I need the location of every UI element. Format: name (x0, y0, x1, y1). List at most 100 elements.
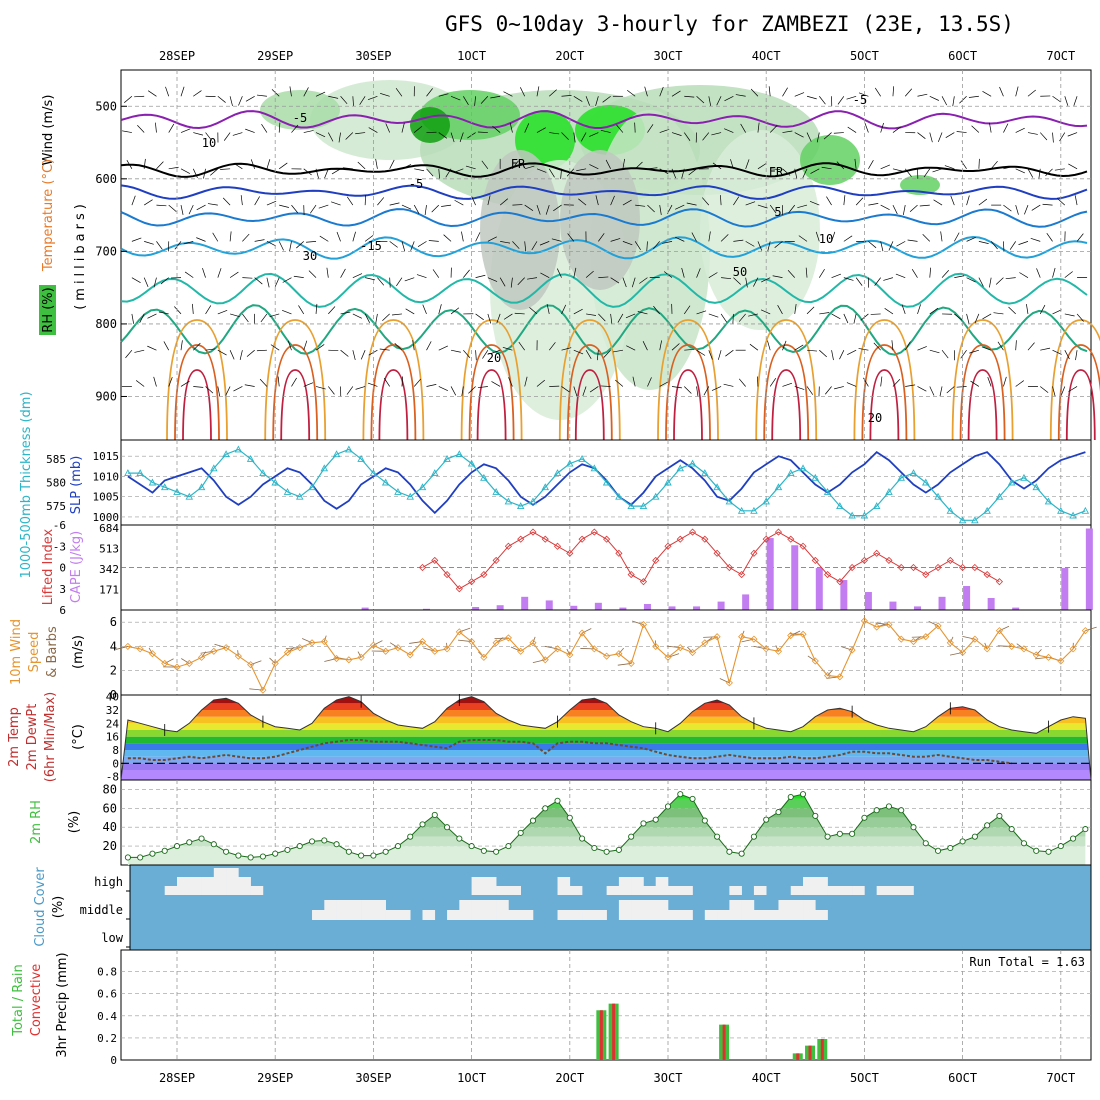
li-point (529, 528, 537, 536)
thickness-point (492, 488, 500, 495)
wind-barb (939, 386, 943, 397)
cloud-middle (422, 910, 436, 920)
wind-barb (422, 304, 427, 315)
wind-barb (843, 313, 849, 324)
wind-barb (671, 132, 682, 136)
rh-point (370, 852, 377, 859)
wind-barb (158, 311, 169, 315)
cape-grid (121, 525, 1091, 610)
wind10-barb (357, 651, 362, 658)
bl-contour (370, 344, 417, 441)
wind-barb (289, 86, 292, 97)
rh-point (137, 854, 144, 861)
wind-barb (222, 197, 231, 206)
wind-barb (956, 131, 967, 133)
cloud-middle (373, 900, 386, 920)
wind-barb (819, 349, 827, 358)
wind-barb (723, 383, 734, 387)
wind10-barb (510, 646, 521, 652)
wind-barb (634, 161, 643, 170)
thickness-tick: 580 (46, 477, 66, 490)
wind-barb (432, 269, 440, 278)
wind-barb (196, 204, 206, 211)
wind-barb (352, 313, 362, 319)
wind-barb (246, 349, 255, 357)
bl-contour (657, 319, 719, 441)
bl-contour (1057, 344, 1100, 441)
thickness-point (283, 488, 292, 495)
wind-barb (278, 122, 281, 133)
thickness-point (160, 483, 169, 491)
wind-barb (769, 204, 777, 214)
upper-contour-labels: -5 -5 -5 5 10 -15 20 20 FR FR 10 30 50 (202, 93, 882, 425)
wind-barb (217, 349, 227, 356)
wind-barb (188, 204, 194, 215)
wind-barb (1015, 340, 1017, 351)
cloud-level-label: middle (80, 903, 123, 917)
cloud-middle (704, 910, 718, 920)
cloud-high (569, 886, 583, 895)
contour-label: 50 (733, 265, 747, 279)
bottom-date-label: 4OCT (752, 1071, 781, 1085)
wind-tick: 2 (110, 664, 117, 678)
wind-barb (413, 204, 420, 215)
wind-barb (174, 306, 182, 315)
wind-barb (1003, 241, 1005, 252)
wind-barb (982, 90, 992, 97)
cloud-high (483, 877, 497, 895)
wind-speed-point (603, 652, 611, 660)
wind10-barb (566, 648, 571, 656)
temp-band (121, 743, 1091, 750)
li-point (995, 578, 1003, 586)
wind-barb (888, 241, 894, 251)
wind-barb (622, 158, 625, 169)
thickness-point (995, 492, 1004, 500)
wind-barb (610, 195, 615, 206)
bottom-date-label: 28SEP (159, 1071, 195, 1085)
wind-barb (1075, 350, 1078, 361)
wind-barb (806, 349, 818, 352)
rh-blob (800, 135, 860, 185)
rh-point (272, 850, 279, 857)
wind-barb (782, 168, 791, 176)
wind-barb (745, 277, 748, 288)
thickness-point (566, 459, 574, 467)
rh-point (603, 848, 610, 855)
wind-speed-point (210, 647, 218, 655)
precip-conv-bar (722, 1024, 726, 1060)
cloud-high (668, 886, 681, 895)
bl-contour (861, 344, 908, 441)
wind-barb (396, 277, 403, 287)
bl-contour (566, 344, 613, 441)
thickness-point (934, 492, 942, 500)
wind-barb (846, 382, 857, 387)
cloud-high (164, 886, 178, 895)
bl-contour (1065, 369, 1096, 441)
wind-barb (217, 96, 226, 103)
rh-point (861, 814, 868, 821)
rh-point (198, 835, 205, 842)
wind-barb (266, 200, 277, 206)
cloud-middle (631, 900, 644, 920)
wind-barb (375, 313, 378, 324)
temp-band (121, 750, 1091, 757)
wind-barb (589, 386, 599, 393)
bl-contour (763, 344, 810, 441)
rh-point (480, 847, 487, 854)
wind-barb (359, 96, 366, 105)
li-point (934, 563, 942, 572)
rh-point (763, 816, 770, 823)
cloud-middle (594, 910, 607, 920)
cape-bar (521, 596, 529, 610)
wind-barb (319, 235, 329, 242)
wind-barb (395, 87, 403, 97)
wind-barb (414, 168, 425, 172)
wind-barb (929, 95, 939, 101)
top-date-label: 30SEP (355, 49, 391, 63)
wind-barb (156, 241, 163, 250)
precip-ticks: 0.8 0.6 0.4 0.2 0 (97, 966, 117, 1067)
wind-barb (352, 96, 354, 107)
wind-barb (874, 87, 881, 97)
li-point (517, 535, 525, 543)
thickness-point (872, 502, 881, 510)
